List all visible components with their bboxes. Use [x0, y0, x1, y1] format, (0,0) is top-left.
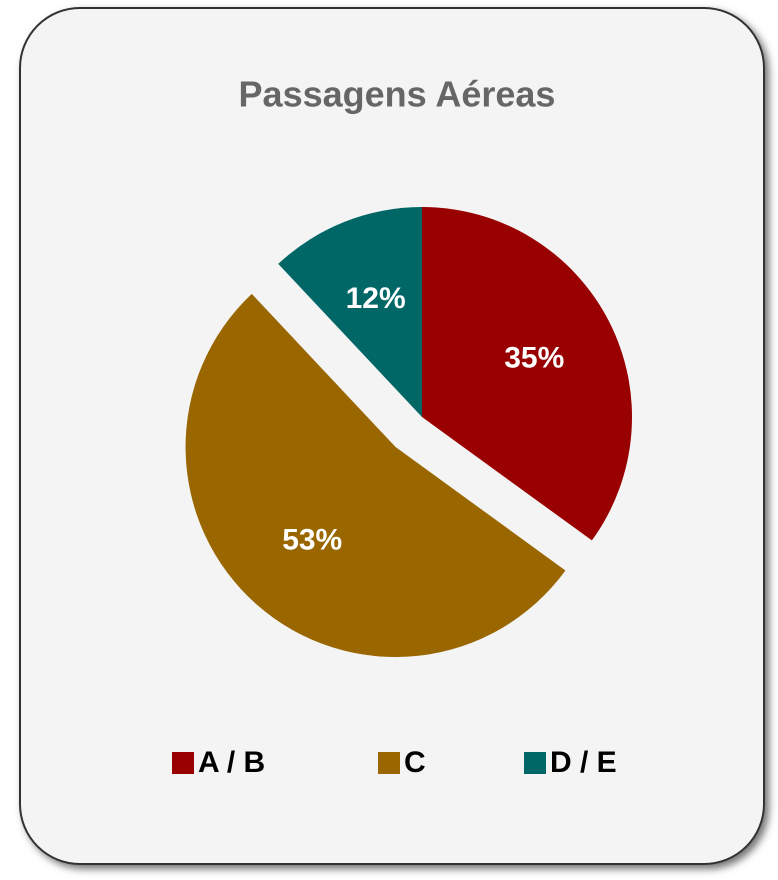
slice-label: 35%: [504, 342, 564, 375]
legend-swatch: [378, 752, 400, 774]
slice-label: 12%: [346, 282, 406, 315]
pie-slice: [185, 293, 566, 658]
legend-label: C: [404, 746, 426, 779]
chart-title: Passagens Aéreas: [239, 74, 556, 115]
card: [19, 7, 765, 865]
pie-slice: [422, 207, 633, 541]
legend-swatch: [524, 752, 546, 774]
pie-slice: [278, 207, 422, 417]
slice-label: 53%: [282, 523, 342, 556]
legend-label: A / B: [198, 746, 265, 779]
legend-label: D / E: [550, 746, 617, 779]
legend-swatch: [172, 752, 194, 774]
